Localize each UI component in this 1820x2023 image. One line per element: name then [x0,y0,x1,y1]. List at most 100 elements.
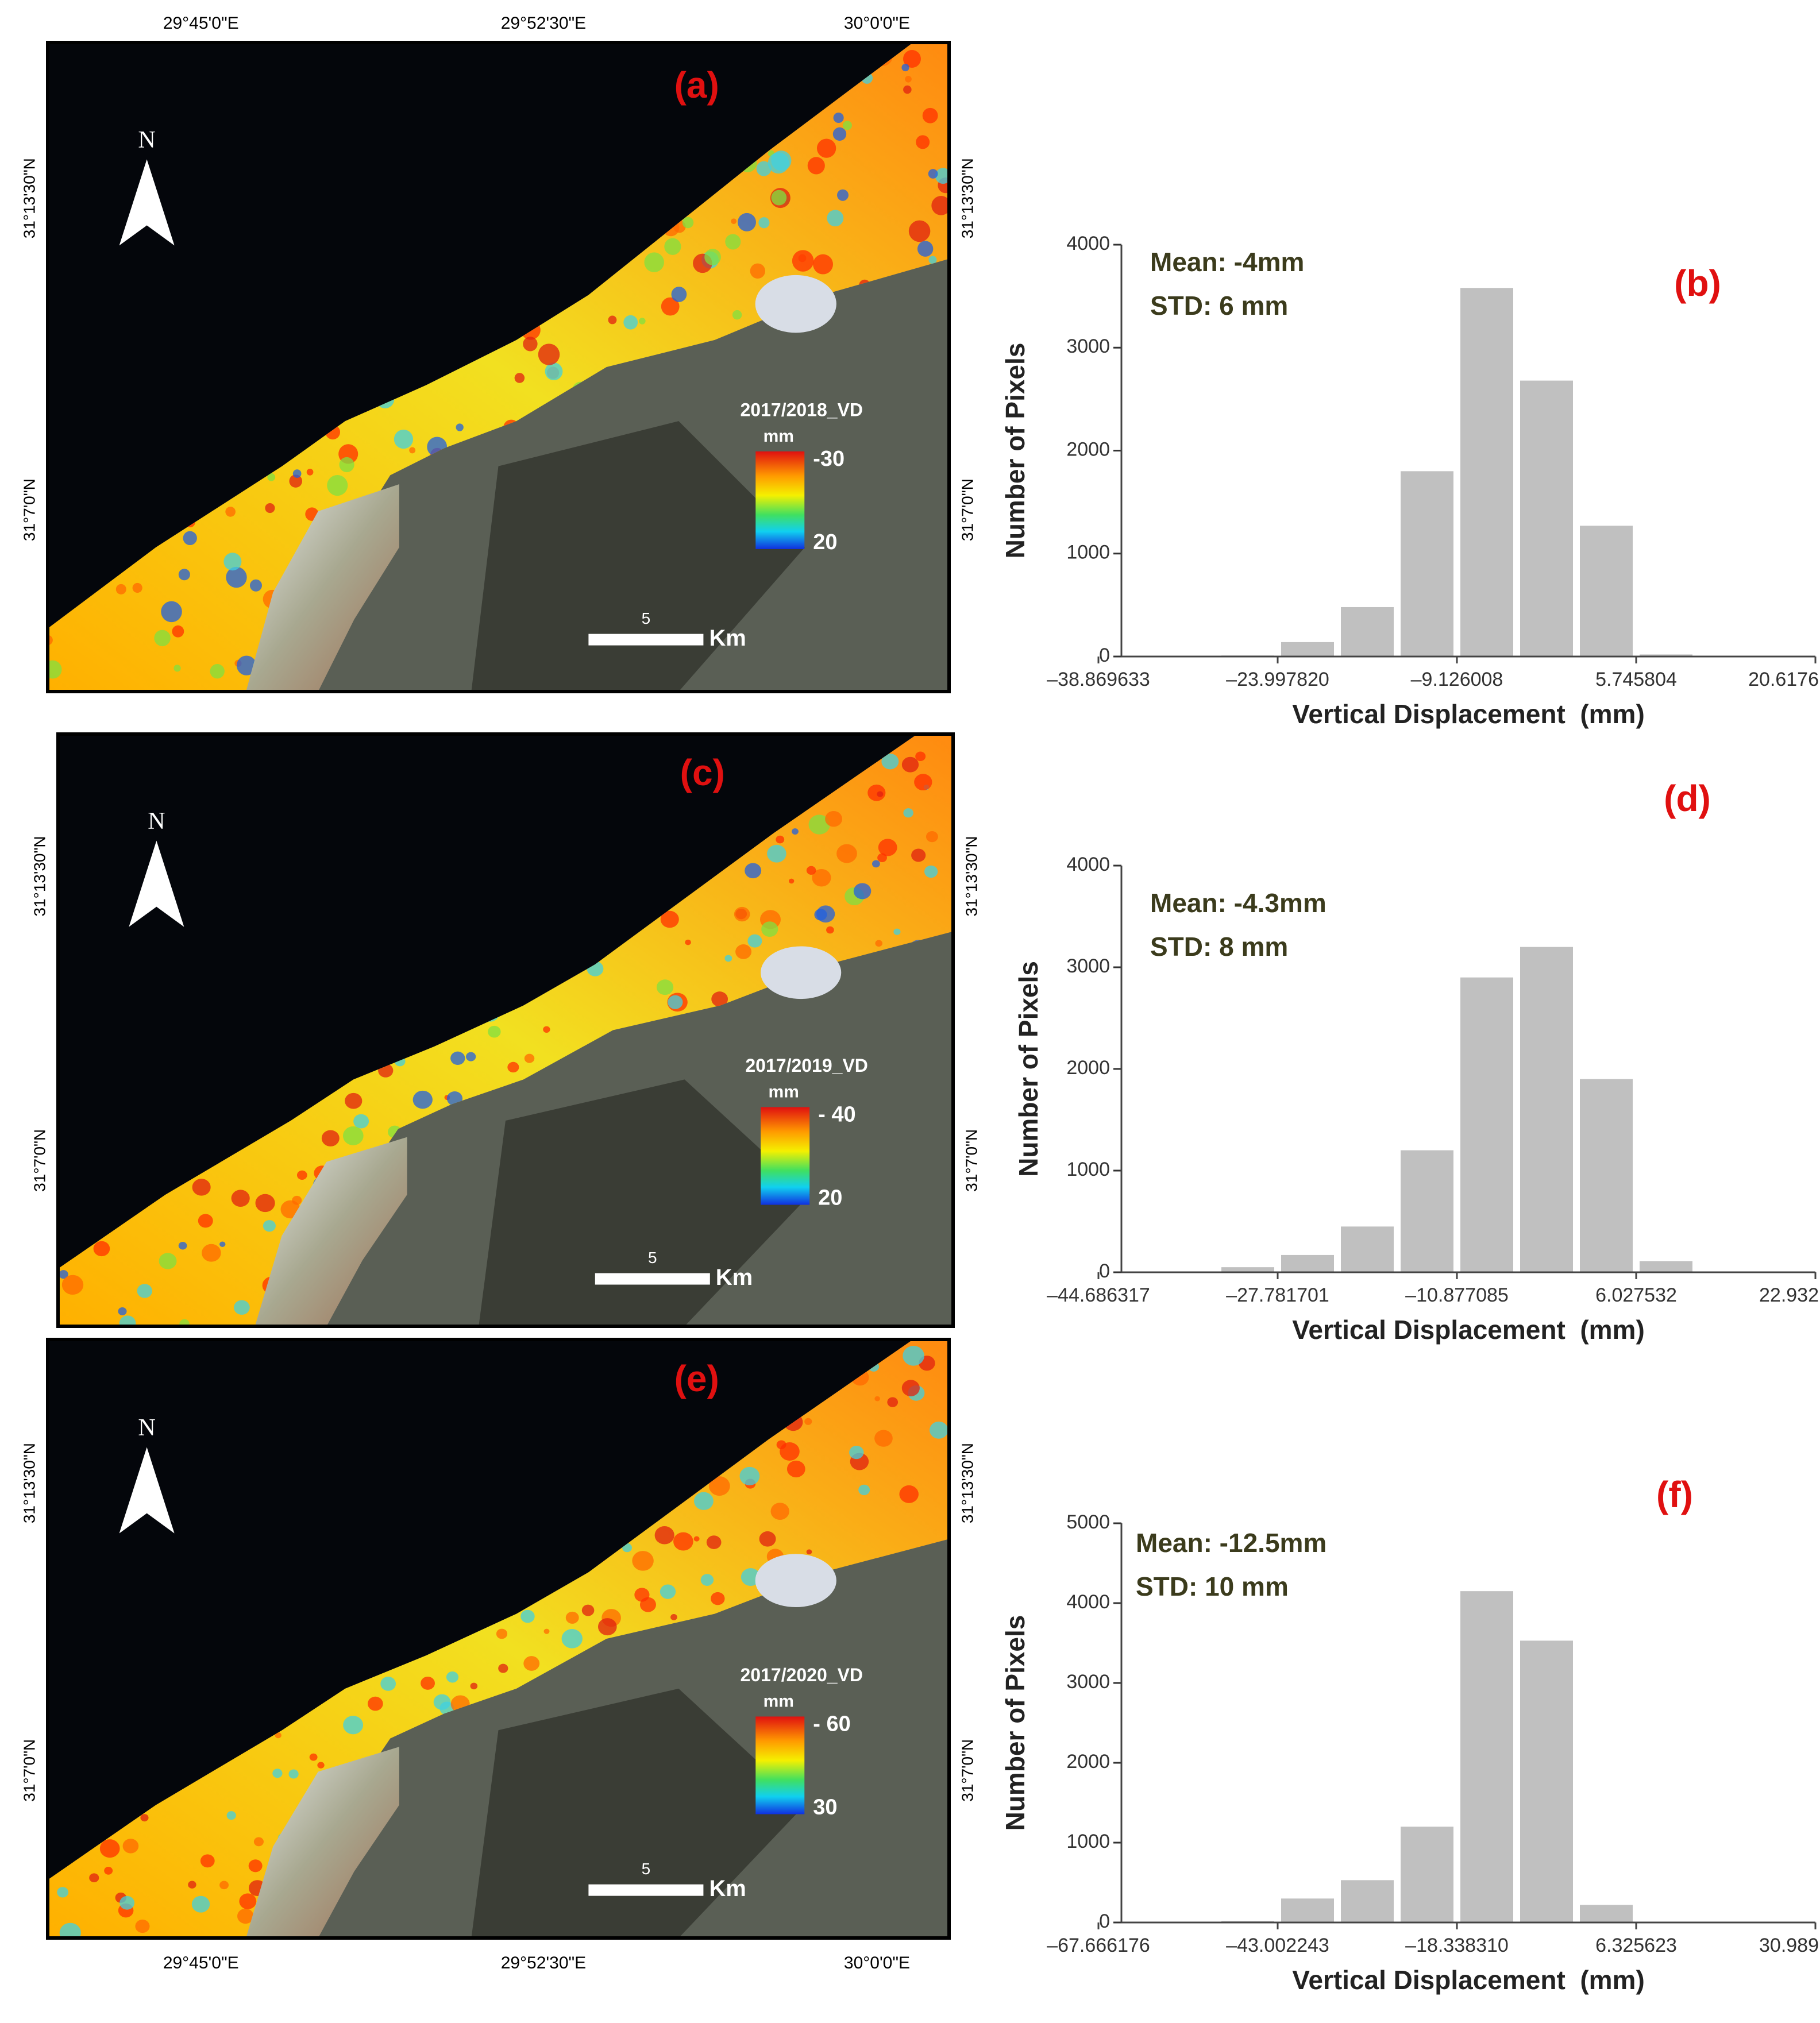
speckle [914,774,932,791]
north-arrow [119,159,175,246]
speckle [210,663,225,679]
speckle [935,168,950,184]
speckle [770,1503,789,1520]
speckle [565,1611,579,1624]
speckle [792,828,799,835]
speckle [488,1025,501,1038]
lon-label: 29°52'30"E [501,14,587,33]
speckle [161,601,182,623]
speckle [188,1881,196,1889]
lake [755,1554,836,1608]
speckle [140,1814,149,1822]
speckle [292,469,302,478]
speckle [767,844,786,863]
speckle [931,196,950,215]
speckle [668,995,683,1009]
speckle [343,1716,364,1735]
speckle [226,566,247,588]
annotation: STD: 8 mm [1150,932,1288,962]
lon-label: 29°52'30"E [501,1953,587,1972]
speckle [700,1574,714,1586]
speckle [738,213,756,231]
panel-label: (a) [674,64,719,106]
bar [1281,642,1334,657]
scale-value: 5 [642,1860,651,1878]
speckle [711,1592,725,1605]
lat-label: 31°7'0"N [20,478,38,541]
x-tick-label: 5.745804 [1595,669,1677,690]
bar [1460,288,1513,657]
dark-land [471,421,805,692]
legend-min: 20 [818,1186,842,1210]
speckle [761,921,778,937]
y-tick-label: 4000 [1066,233,1110,254]
salt-pans [246,1747,399,1938]
speckle [93,1241,110,1257]
speckle [200,1854,215,1868]
y-tick-label: 2000 [1066,1057,1110,1079]
scale-unit: Km [716,1265,753,1290]
speckle [903,1346,924,1366]
speckle [725,234,741,250]
speckle [654,1526,674,1545]
speckle [903,50,921,68]
speckle [225,507,236,517]
scale-bar [588,1884,704,1896]
speckle [670,1614,677,1620]
speckle [685,939,691,945]
speckle [248,1859,263,1873]
annotation: Mean: -12.5mm [1136,1528,1327,1558]
scale-value: 5 [648,1249,657,1267]
lat-label: 31°13'30"N [20,1443,38,1523]
legend-max: -30 [813,447,845,471]
speckle [758,217,770,229]
bar [1520,1640,1573,1922]
x-tick-label: –23.997820 [1226,669,1329,690]
speckle [877,791,884,797]
speckle [289,474,303,488]
speckle [825,810,843,827]
lat-label: 31°13'30"N [30,836,48,916]
y-tick-label: 0 [1099,1260,1110,1282]
speckle [660,1584,676,1599]
speckle [893,928,901,935]
speckle [739,1466,760,1485]
x-tick-label: –18.338310 [1405,1935,1509,1956]
legend-unit: mm [764,1692,794,1711]
speckle [693,1492,714,1510]
speckle [159,1253,177,1269]
x-tick-label: –43.002243 [1226,1935,1329,1956]
panel-label: (e) [674,1358,719,1399]
speckle [867,784,886,801]
legend-title: 2017/2020_VD [741,1665,863,1685]
speckle [255,1194,275,1213]
dark-land [479,1079,810,1326]
speckle [724,955,732,962]
legend-min: 20 [813,530,837,554]
x-axis-label: Vertical Displacement (mm) [1292,1965,1645,1995]
north-label: N [138,127,155,153]
speckle [656,979,674,995]
speckle [321,1130,340,1146]
lake [761,946,842,999]
lon-label: 30°0'0"E [844,14,910,33]
speckle [231,1190,250,1207]
speckle [89,1873,99,1883]
speckle [671,287,687,302]
speckle [858,1484,870,1496]
panel-label: (b) [1674,262,1721,304]
speckle [911,848,926,862]
north-label: N [148,808,165,835]
speckle [523,1656,540,1671]
speckle [470,1682,478,1690]
y-tick-label: 0 [1099,644,1110,666]
speckle [930,1421,948,1439]
lon-label: 29°45'0"E [163,1953,239,1972]
speckle [623,315,638,330]
speckle [219,1881,229,1890]
x-tick-label: 6.325623 [1595,1935,1677,1956]
speckle [368,1696,383,1711]
speckle [901,63,909,72]
speckle [412,1090,433,1109]
speckle [877,853,887,862]
